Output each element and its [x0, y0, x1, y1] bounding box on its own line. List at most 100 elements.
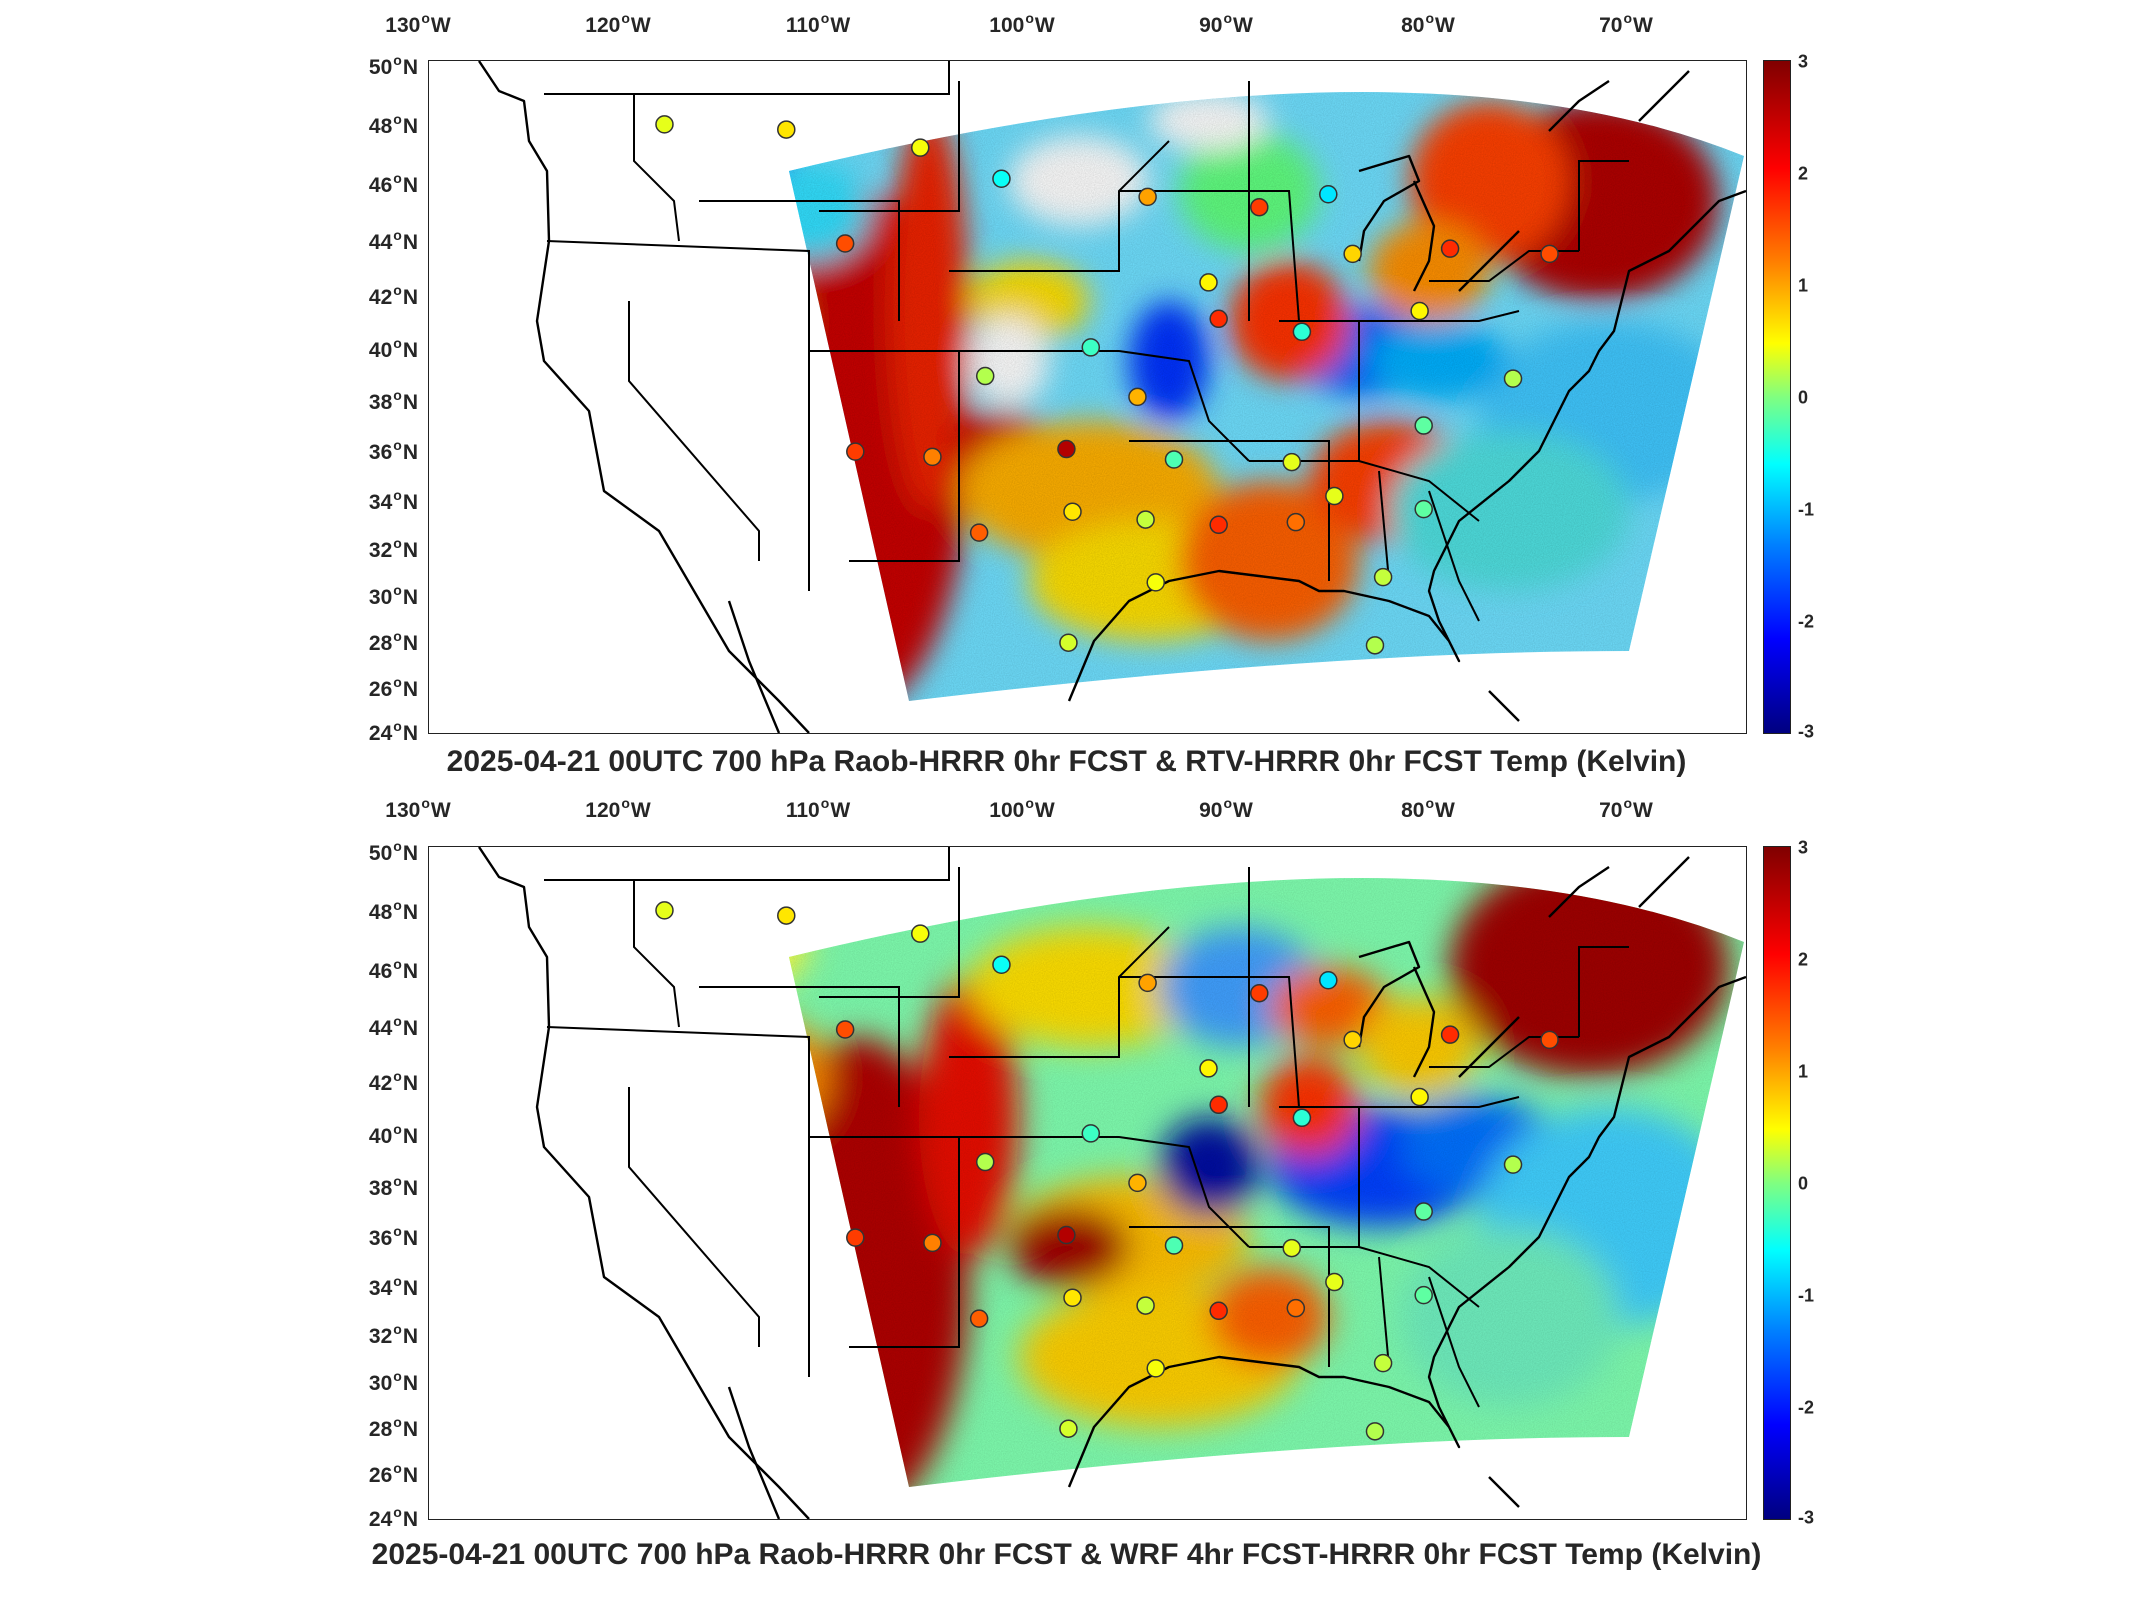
lat-label: 38oN	[368, 387, 418, 414]
raob-station-marker	[1057, 1225, 1076, 1245]
map-plot-top	[428, 60, 1747, 734]
raob-station-marker	[1209, 1095, 1228, 1115]
lat-label: 34oN	[368, 487, 418, 514]
panel-bottom: 130oW 120oW 110oW 100oW 90oW 80oW 70oW 5…	[0, 790, 2133, 1600]
raob-station-marker	[777, 120, 796, 139]
raob-station-marker	[1081, 1124, 1101, 1143]
raob-station-marker	[1250, 983, 1269, 1003]
raob-station-marker	[1373, 567, 1393, 587]
raob-station-marker	[911, 924, 930, 943]
raob-station-marker	[1365, 636, 1385, 655]
raob-station-marker	[992, 955, 1011, 974]
raob-station-marker	[1319, 185, 1338, 204]
raob-station-marker	[1059, 1419, 1078, 1438]
lat-label: 26oN	[368, 1460, 418, 1487]
colorbar-tick: 3	[1798, 51, 1809, 72]
lon-label: 130oW	[385, 10, 451, 37]
colorbar-tick: -3	[1798, 721, 1815, 742]
raob-station-marker	[835, 1020, 855, 1039]
colorbar-bottom	[1763, 846, 1791, 1520]
raob-station-marker	[1081, 338, 1101, 357]
colorbar-tick: 0	[1798, 1173, 1809, 1194]
colorbar-tick: 1	[1798, 275, 1809, 296]
panel-top: 130oW 120oW 110oW 100oW 90oW 80oW 70oW 5…	[0, 0, 2133, 790]
colorbar-tick: -2	[1798, 1397, 1815, 1418]
raob-station-marker	[1414, 1285, 1433, 1305]
raob-station-marker	[1292, 1108, 1312, 1128]
raob-station-marker	[1282, 452, 1301, 472]
raob-station-marker	[1063, 1288, 1082, 1307]
raob-station-marker	[1540, 1030, 1559, 1050]
colorbar-tick: -2	[1798, 611, 1815, 632]
raob-station-marker	[1410, 1087, 1429, 1107]
state-borders-top	[544, 61, 1629, 622]
raob-station-marker	[777, 906, 796, 925]
raob-station-marker	[1365, 1422, 1385, 1441]
colorbar-top	[1763, 60, 1791, 734]
raob-station-marker	[1199, 273, 1218, 292]
colorbar-tick: -3	[1798, 1507, 1815, 1528]
raob-station-marker	[1282, 1238, 1301, 1258]
raob-station-marker	[1503, 1155, 1523, 1174]
raob-station-marker	[1164, 1236, 1184, 1255]
lat-label: 50oN	[368, 52, 418, 79]
raob-station-marker	[1250, 197, 1269, 217]
lon-label: 100oW	[989, 10, 1055, 37]
lon-label: 80oW	[1401, 10, 1455, 37]
raob-station-marker	[835, 234, 855, 253]
raob-station-marker	[1138, 973, 1157, 993]
lat-label: 30oN	[368, 1368, 418, 1395]
raob-station-marker	[846, 1228, 865, 1247]
lon-label: 70oW	[1599, 10, 1653, 37]
lat-label: 40oN	[368, 1121, 418, 1148]
raob-station-marker	[1199, 1059, 1218, 1078]
lat-label: 48oN	[368, 111, 418, 138]
raob-stations-bottom	[655, 901, 1559, 1441]
raob-station-marker	[1059, 633, 1078, 652]
raob-station-marker	[1503, 369, 1523, 388]
lat-label: 24oN	[368, 718, 418, 745]
raob-station-marker	[975, 1152, 995, 1172]
lat-label: 40oN	[368, 335, 418, 362]
lat-label: 36oN	[368, 1223, 418, 1250]
panel-title-bottom: 2025-04-21 00UTC 700 hPa Raob-HRRR 0hr F…	[371, 1538, 1762, 1571]
raob-station-marker	[1209, 515, 1228, 535]
lat-label: 28oN	[368, 1414, 418, 1441]
raob-station-marker	[1414, 416, 1433, 435]
raob-station-marker	[1286, 512, 1306, 532]
lat-label: 38oN	[368, 1173, 418, 1200]
lat-label: 24oN	[368, 1504, 418, 1531]
raob-station-marker	[1319, 971, 1338, 990]
raob-station-marker	[1146, 573, 1165, 592]
lat-label: 48oN	[368, 897, 418, 924]
lat-label: 32oN	[368, 535, 418, 562]
temp-field-bottom	[789, 878, 1744, 1488]
colorbar-tick: 1	[1798, 1061, 1809, 1082]
raob-station-marker	[1128, 387, 1147, 407]
lat-label: 42oN	[368, 282, 418, 309]
colorbar-tick: 2	[1798, 163, 1809, 184]
raob-station-marker	[911, 138, 930, 157]
panel-title-top: 2025-04-21 00UTC 700 hPa Raob-HRRR 0hr F…	[446, 745, 1687, 778]
lat-label: 28oN	[368, 628, 418, 655]
raob-station-marker	[1325, 486, 1344, 506]
raob-station-marker	[975, 366, 995, 386]
raob-stations-top	[655, 115, 1559, 655]
map-svg-bottom	[478, 847, 1746, 1519]
raob-station-marker	[1057, 439, 1076, 459]
temp-field-top	[789, 92, 1744, 702]
raob-station-marker	[1325, 1272, 1344, 1292]
raob-station-marker	[1343, 244, 1362, 264]
raob-station-marker	[846, 442, 865, 461]
map-svg-top	[478, 61, 1746, 733]
coastlines-top	[478, 61, 1746, 733]
raob-station-marker	[1128, 1173, 1147, 1193]
raob-station-marker	[969, 523, 989, 542]
raob-station-marker	[1146, 1359, 1165, 1378]
raob-station-marker	[1292, 322, 1312, 342]
raob-station-marker	[1209, 1301, 1228, 1321]
raob-station-marker	[1410, 301, 1429, 321]
lat-label: 46oN	[368, 956, 418, 983]
lon-label: 110oW	[785, 795, 851, 822]
colorbar-tick: 0	[1798, 387, 1809, 408]
